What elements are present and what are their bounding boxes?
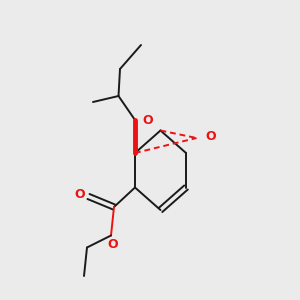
Text: O: O (107, 238, 118, 251)
Text: O: O (206, 130, 216, 143)
Text: O: O (142, 113, 153, 127)
Text: O: O (75, 188, 86, 202)
